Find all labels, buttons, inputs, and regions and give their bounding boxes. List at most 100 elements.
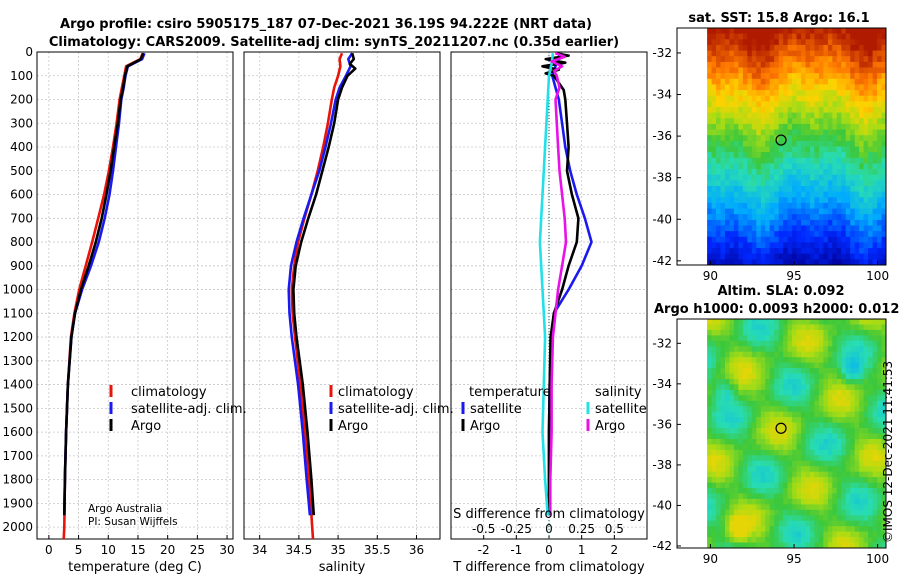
map-cell [836,335,842,342]
map-cell [801,373,807,380]
map-cell [796,186,802,193]
map-cell [778,174,784,181]
map-cell [805,460,811,467]
map-cell [863,526,869,533]
map-cell [810,95,816,102]
map-cell [823,56,829,63]
map-cell [716,384,722,391]
map-cell [877,259,883,265]
map-cell [760,56,766,63]
map-cell [725,73,731,80]
map-cell [760,357,766,364]
map-cell [845,44,851,52]
map-cell [751,169,757,176]
map-cell [720,324,726,331]
map-cell [872,152,878,159]
map-cell [742,95,748,102]
map-cell [733,531,739,538]
map-cell [881,78,886,86]
series-group [287,52,357,539]
map-cell [774,191,780,198]
map-cell [792,84,798,91]
map-cell [827,340,833,347]
map-cell [832,319,838,326]
map-cell [711,433,717,440]
map-cell [742,118,748,125]
map-cell [711,169,717,176]
map-cell [756,542,762,548]
map-cell [814,329,820,336]
map-cell [810,39,816,46]
map-cell [778,422,784,429]
map-cell [796,146,802,153]
map-cell [872,482,878,489]
map-cell [783,39,789,46]
map-cell [707,95,713,102]
map-cell [872,389,878,396]
map-cell [859,460,865,467]
map-cell [845,340,851,347]
series-line-climatology [62,52,144,539]
map-cell [716,163,722,170]
map-cell [729,406,735,413]
map-cell [760,444,766,451]
map-cell [747,197,753,204]
map-cell [751,351,757,358]
map-cell [827,84,833,91]
map-cell [854,135,860,142]
map-cell [881,231,886,238]
map-cell [774,90,780,97]
map-cell [769,101,775,108]
map-cell [725,384,731,391]
map-cell [801,351,807,358]
map-cell [720,406,726,413]
map-cell [796,67,802,74]
map-cell [751,471,757,478]
map-cell [841,428,847,435]
map-cell [854,123,860,131]
map-cell [845,400,851,407]
map-cell [747,112,753,119]
map-cell [859,180,865,187]
map-cell [738,123,744,131]
map-cell [859,191,865,198]
map-cell [827,384,833,391]
map-cell [863,368,869,375]
map-cell [877,84,883,91]
map-cell [783,520,789,527]
map-cell [725,248,731,255]
map-cell [787,482,793,489]
map-cell [810,455,816,462]
map-cell [747,422,753,429]
map-cell [711,471,717,478]
map-cell [747,537,753,544]
map-cell [881,67,886,74]
map-cell [765,346,771,353]
map-cell [760,78,766,86]
map-cell [725,482,731,489]
map-cell [778,90,784,97]
map-cell [742,56,748,63]
map-cell [810,395,816,402]
map-cell [720,101,726,108]
map-cell [725,101,731,108]
map-cell [868,78,874,86]
x-tick-label: 36 [409,543,424,557]
map-cell [751,84,757,91]
map-cell [836,428,842,435]
map-cell [859,95,865,102]
map-cell [733,319,739,326]
map-cell [769,253,775,260]
map-cell [859,542,865,548]
map-cell [769,439,775,446]
map-cell [814,509,820,516]
map-cell [792,335,798,342]
map-cell [863,101,869,108]
map-cell [711,460,717,467]
map-cell [765,509,771,516]
map-cell [778,123,784,131]
map-cell [854,259,860,265]
map-cell [742,400,748,407]
map-cell [801,406,807,413]
map-cell [796,400,802,407]
